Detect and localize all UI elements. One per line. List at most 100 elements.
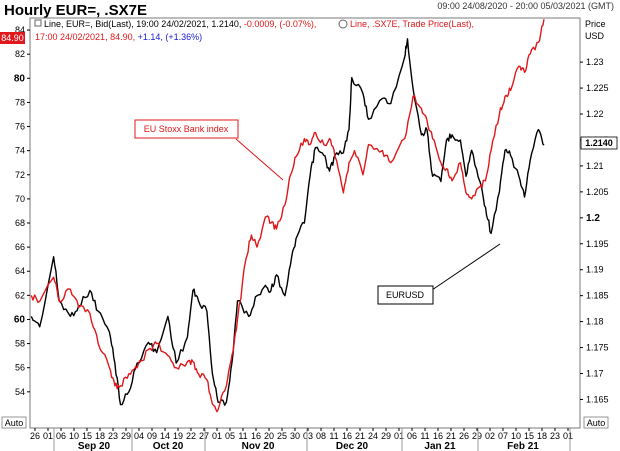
x-tick-label: 03	[303, 431, 313, 441]
x-tick-label: 23	[550, 431, 560, 441]
left-tick-label: 70	[15, 194, 25, 204]
x-tick-label: 01	[394, 431, 404, 441]
annotation-eurusd: EURUSD	[377, 243, 501, 305]
x-tick-label: 15	[524, 431, 534, 441]
x-month-label: Feb 21	[507, 441, 539, 451]
x-month-label: Nov 20	[242, 441, 275, 451]
svg-text:Line, EUR=, Bid(Last), 19:00 2: Line, EUR=, Bid(Last), 19:00 24/02/2021,…	[44, 19, 316, 29]
x-tick-label: 24	[368, 431, 378, 441]
left-tick-label: 58	[15, 339, 25, 349]
chart-title: Hourly EUR=, .SX7E	[4, 2, 147, 19]
auto-right[interactable]: Auto	[583, 416, 609, 429]
x-tick-label: 23	[108, 431, 118, 441]
auto-left[interactable]: Auto	[1, 416, 27, 429]
badge-sx7e-value: 84.90	[1, 33, 24, 43]
x-month-label: Oct 20	[153, 441, 184, 451]
annotation-sx7e-label: EU Stoxx Bank index	[144, 124, 229, 134]
legend-sx7e-values: 17:00 24/02/2021, 84.90,	[35, 32, 138, 42]
left-axis: 54 56 58 60 62 64 66 68 70 72 74 76 78 80 82 84	[14, 25, 30, 397]
x-tick-label: 29	[381, 431, 391, 441]
annotation-eurusd-label: EURUSD	[386, 290, 425, 300]
x-tick-label: 16	[251, 431, 261, 441]
right-tick-label: 1.175	[586, 343, 609, 353]
badge-sx7e-bg	[0, 32, 25, 44]
badge-eurusd: 1.2140	[580, 136, 618, 150]
badge-eurusd-bg	[580, 136, 618, 150]
x-tick-label: 05	[225, 431, 235, 441]
x-tick-label: 02	[485, 431, 495, 441]
x-axis: 26 01 06 10 15 18 23 29 04 09 14 19 22 27 01 05 11 16 20 25…	[30, 428, 573, 451]
x-tick-label: 20	[264, 431, 274, 441]
x-tick-label: 14	[160, 431, 170, 441]
x-tick-label: 04	[134, 431, 144, 441]
svg-text:17:00 24/02/2021, 84.90, +1.14: 17:00 24/02/2021, 84.90, +1.14, (+1.36%)	[35, 32, 202, 42]
x-tick-label: 29	[121, 431, 131, 441]
x-tick-label: 15	[82, 431, 92, 441]
left-tick-label: 76	[15, 122, 25, 132]
left-tick-label: 78	[15, 97, 25, 107]
x-tick-label: 01	[563, 431, 573, 441]
series-sx7e-line	[30, 19, 545, 413]
right-tick-label: 1.165	[586, 394, 609, 404]
x-tick-label: 08	[316, 431, 326, 441]
x-tick-label: 26	[459, 431, 469, 441]
x-tick-label: 06	[56, 431, 66, 441]
right-tick-label: 1.17	[586, 369, 604, 379]
right-tick-label: 1.22	[586, 109, 604, 119]
legend-eurusd-text: Line, EUR=, Bid(Last), 19:00 24/02/2021,…	[44, 19, 244, 29]
right-tick-label: 1.205	[586, 187, 609, 197]
x-month-label: Dec 20	[336, 441, 369, 451]
left-tick-label: 74	[15, 146, 25, 156]
x-tick-label: 26	[30, 431, 40, 441]
right-axis-title-price: Price	[585, 19, 606, 29]
right-tick-label: 1.19	[586, 265, 604, 275]
right-axis: 1.165 1.17 1.175 1.18 1.185 1.19 1.195 1.2 1.205…	[580, 57, 609, 404]
right-tick-label: 1.195	[586, 239, 609, 249]
x-tick-label: 21	[446, 431, 456, 441]
annotation-sx7e-pointer	[235, 138, 284, 181]
left-tick-label: 66	[15, 242, 25, 252]
right-tick-label: 1.18	[586, 317, 604, 327]
x-tick-label: 09	[147, 431, 157, 441]
annotation-sx7e-box	[134, 119, 239, 139]
x-tick-label: 10	[511, 431, 521, 441]
badge-sx7e: 84.90	[0, 32, 25, 44]
x-tick-label: 06	[407, 431, 417, 441]
x-tick-label: 29	[472, 431, 482, 441]
left-tick-label: 84	[15, 25, 25, 35]
x-tick-label: 11	[420, 431, 429, 441]
x-tick-label: 25	[277, 431, 287, 441]
annotation-eurusd-pointer	[431, 243, 501, 291]
x-tick-label: 27	[199, 431, 209, 441]
x-tick-label: 19	[173, 431, 183, 441]
left-tick-label: 60	[14, 314, 26, 325]
x-tick-label: 10	[69, 431, 79, 441]
right-tick-label: 1.2	[586, 213, 600, 224]
right-tick-label: 1.185	[586, 291, 609, 301]
x-tick-label: 01	[43, 431, 53, 441]
left-tick-label: 64	[15, 266, 25, 276]
legend-checkbox[interactable]	[34, 19, 42, 27]
x-tick-label: 18	[95, 431, 105, 441]
legend-eurusd-change: -0.0009, (-0.07%),	[244, 19, 317, 29]
annotation-eurusd-box	[377, 285, 434, 305]
series-eurusd-line	[30, 38, 545, 406]
badge-eurusd-value: 1.2140	[585, 138, 613, 148]
x-tick-label: 11	[329, 431, 338, 441]
legend: Line, EUR=, Bid(Last), 19:00 24/02/2021,…	[34, 19, 474, 42]
x-tick-label: 07	[498, 431, 508, 441]
date-range: 09:00 24/08/2020 - 20:00 05/03/2021 (GMT…	[437, 1, 614, 11]
left-tick-label: 54	[15, 387, 25, 397]
series-layer	[30, 19, 545, 413]
legend-radio[interactable]	[338, 19, 348, 29]
x-tick-label: 11	[238, 431, 247, 441]
x-tick-label: 16	[433, 431, 443, 441]
x-tick-label: 16	[342, 431, 352, 441]
x-month-label: Jan 21	[424, 441, 456, 451]
legend-sx7e-change: +1.14, (+1.36%)	[138, 32, 203, 42]
legend-sx7e-text: Line, .SX7E, Trade Price(Last),	[350, 19, 474, 29]
auto-left-label: Auto	[5, 418, 24, 428]
auto-right-label: Auto	[587, 418, 606, 428]
x-tick-label: 01	[212, 431, 222, 441]
